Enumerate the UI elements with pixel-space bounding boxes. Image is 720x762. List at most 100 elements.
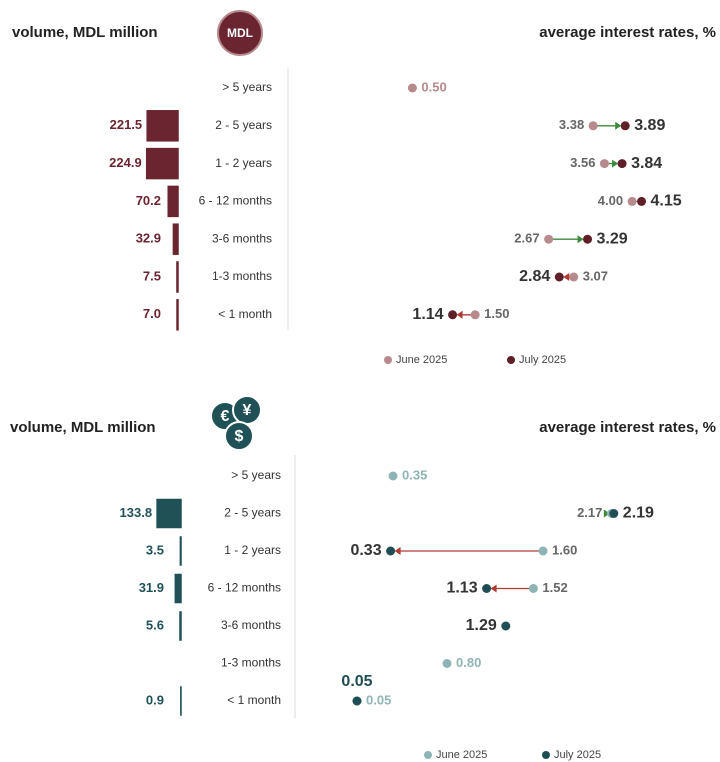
july-label: 1.13: [446, 580, 477, 597]
july-dot: [386, 546, 396, 556]
legend-label: June 2025: [396, 354, 447, 366]
volume-bar: [176, 299, 179, 331]
june-dot: [627, 196, 637, 206]
july-dot: [620, 121, 630, 131]
arrow-head: [563, 273, 570, 281]
legend-dot: [424, 751, 432, 759]
july-dot: [617, 159, 627, 169]
volume-bar: [146, 110, 179, 142]
arrow-head: [456, 310, 463, 319]
currency-coin: [224, 421, 254, 451]
june-label: 3.07: [583, 268, 608, 283]
june-label: 4.00: [598, 193, 623, 208]
june-dot: [599, 159, 609, 169]
arrow-head: [612, 159, 619, 168]
volume-label: 133.8: [120, 505, 153, 520]
rates-title: average interest rates, %: [539, 419, 716, 436]
category-label: < 1 month: [227, 693, 281, 707]
june-label: 3.38: [559, 117, 584, 132]
june-label: 2.67: [514, 231, 539, 246]
category-label: > 5 years: [222, 80, 272, 94]
volume-bar: [156, 498, 182, 529]
volume-title: volume, MDL million: [10, 419, 156, 436]
arrow-head: [490, 584, 497, 593]
category-label: 1-3 months: [221, 656, 281, 670]
currency-symbol: $: [235, 428, 244, 445]
category-label: > 5 years: [231, 468, 281, 482]
arrow-head: [577, 235, 584, 244]
legend-label: July 2025: [519, 354, 566, 366]
category-label: 1 - 2 years: [215, 156, 272, 170]
june-label: 1.52: [542, 580, 567, 595]
volume-label: 5.6: [146, 617, 164, 632]
legend-dot: [507, 356, 515, 364]
volume-label: 0.9: [146, 692, 164, 707]
category-label: 3-6 months: [212, 231, 272, 245]
july-dot: [501, 621, 511, 631]
panel: volume, MDL million average interest rate…: [10, 395, 716, 761]
volume-label: 70.2: [136, 193, 161, 208]
july-dot: [554, 272, 564, 282]
arrow-head: [615, 121, 622, 130]
rates-title: average interest rates, %: [539, 24, 716, 41]
july-dot: [637, 196, 647, 206]
june-dot: [588, 121, 598, 131]
june-dot: [470, 310, 480, 320]
june-label: 2.17: [577, 505, 602, 520]
volume-bar: [179, 611, 182, 641]
june-dot: [538, 546, 548, 556]
july-label: 1.14: [412, 306, 443, 323]
volume-title: volume, MDL million: [12, 24, 158, 41]
category-label: 6 - 12 months: [199, 194, 272, 208]
category-label: 1 - 2 years: [224, 543, 281, 557]
june-dot: [528, 584, 538, 593]
volume-bar: [176, 261, 179, 293]
category-label: 1-3 months: [212, 269, 272, 283]
july-dot: [482, 584, 492, 593]
june-dot: [544, 234, 554, 244]
volume-label: 221.5: [110, 117, 143, 132]
arrow-head: [603, 509, 610, 518]
july-label: 3.29: [597, 230, 628, 247]
volume-label: 7.0: [143, 306, 161, 321]
panel: volume, MDL million average interest rate…: [12, 10, 716, 366]
july-dot: [448, 310, 458, 320]
july-label: 2.19: [623, 505, 654, 522]
july-label: 3.89: [634, 117, 665, 134]
category-label: 2 - 5 years: [215, 118, 272, 132]
july-label: 1.29: [466, 617, 497, 634]
june-label: 1.60: [552, 542, 577, 557]
category-label: 2 - 5 years: [224, 506, 281, 520]
legend-label: July 2025: [554, 749, 601, 761]
volume-label: 31.9: [139, 580, 164, 595]
volume-label: 3.5: [146, 542, 164, 557]
volume-bar: [179, 536, 182, 566]
july-label: 2.84: [519, 268, 550, 285]
currency-symbol: €: [221, 408, 230, 425]
currency-symbol: ¥: [243, 402, 252, 419]
legend-dot: [542, 751, 550, 759]
arrow-head: [394, 547, 401, 555]
july-label: 4.15: [651, 193, 682, 210]
june-dot: [388, 471, 398, 481]
volume-bar: [145, 147, 179, 180]
july-label: 0.05: [341, 673, 372, 690]
june-label: 0.05: [366, 692, 391, 707]
july-label: 3.84: [631, 155, 662, 172]
category-label: 6 - 12 months: [208, 581, 281, 595]
volume-label: 7.5: [143, 268, 161, 283]
june-dot: [407, 83, 417, 93]
july-label: 0.33: [350, 542, 381, 559]
badge-circle: [217, 10, 263, 56]
legend-dot: [384, 356, 392, 364]
volume-bar: [172, 223, 179, 255]
volume-bar: [167, 185, 179, 218]
july-dot: [609, 509, 619, 518]
june-dot: [569, 272, 579, 282]
volume-label: 32.9: [136, 231, 161, 246]
june-label: 3.56: [570, 155, 595, 170]
june-label: 0.50: [421, 79, 446, 94]
july-dot: [352, 696, 362, 706]
june-label: 0.35: [402, 467, 427, 482]
june-label: 0.80: [456, 655, 481, 670]
